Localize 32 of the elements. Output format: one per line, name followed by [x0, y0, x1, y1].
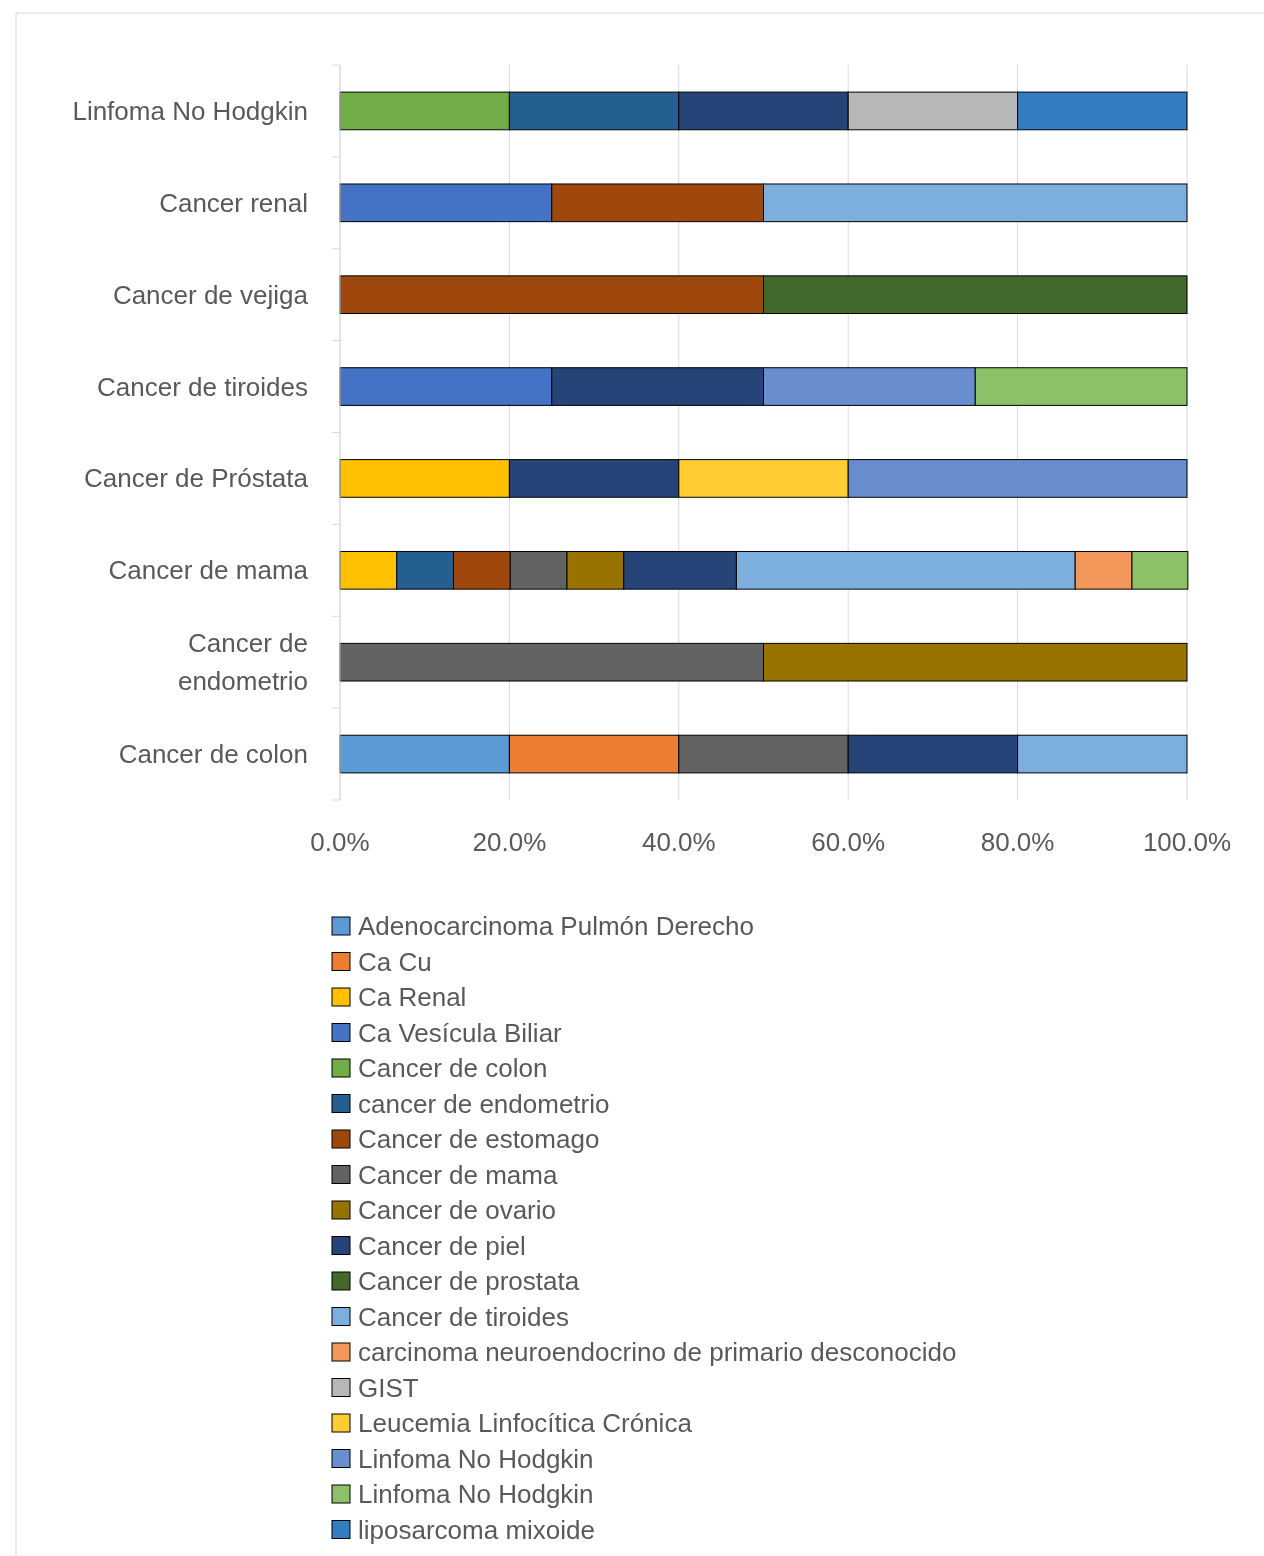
legend-label: Cancer de colon — [358, 1053, 548, 1083]
y-tick-label: Cancer de endometrio — [177, 628, 308, 697]
legend-label: Cancer de tiroides — [358, 1301, 569, 1332]
x-tick-label: 100.0% — [1142, 827, 1232, 857]
y-tick-label: Cancer de Próstata — [83, 463, 309, 494]
x-tick-label: 0.0% — [310, 827, 370, 857]
legend-label: Ca Vesícula Biliar — [358, 1017, 563, 1048]
y-tick-label: Cancer de vejiga — [112, 279, 309, 310]
y-tick-label: Cancer de mama — [108, 555, 309, 586]
legend-label: Ca Renal — [358, 982, 467, 1012]
legend-label: GIST — [358, 1372, 419, 1403]
legend-label: Leucemia Linfocítica Crónica — [358, 1408, 693, 1438]
x-tick-label: 80.0% — [980, 827, 1055, 857]
x-tick-label: 20.0% — [472, 827, 547, 857]
legend-label: Cancer de piel — [358, 1230, 526, 1261]
legend-label: Ca Cu — [358, 946, 432, 977]
legend-label: carcinoma neuroendocrino de primario desconocido — [358, 1337, 957, 1367]
legend-label: Linfoma No Hodgkin — [358, 1479, 594, 1509]
legend-label: Cancer de prostata — [358, 1266, 580, 1296]
legend-label: Cancer de ovario — [358, 1195, 556, 1225]
legend-label: Cancer de estomago — [358, 1124, 600, 1154]
y-tick-label: Cancer de colon — [118, 739, 308, 770]
y-tick-label: Cancer renal — [159, 187, 308, 218]
x-tick-label: 40.0% — [641, 827, 716, 857]
y-tick-label: Cancer de tiroides — [97, 371, 308, 402]
legend-label: Cancer de mama — [358, 1159, 558, 1190]
legend-label: Adenocarcinoma Pulmón Derecho — [358, 911, 754, 941]
legend-label: cancer de endometrio — [358, 1088, 610, 1119]
legend-label: liposarcoma mixoide — [358, 1514, 595, 1545]
y-tick-label: Linfoma No Hodgkin — [72, 95, 308, 126]
x-tick-label: 60.0% — [811, 827, 886, 857]
legend-label: Linfoma No Hodgkin — [358, 1443, 594, 1474]
